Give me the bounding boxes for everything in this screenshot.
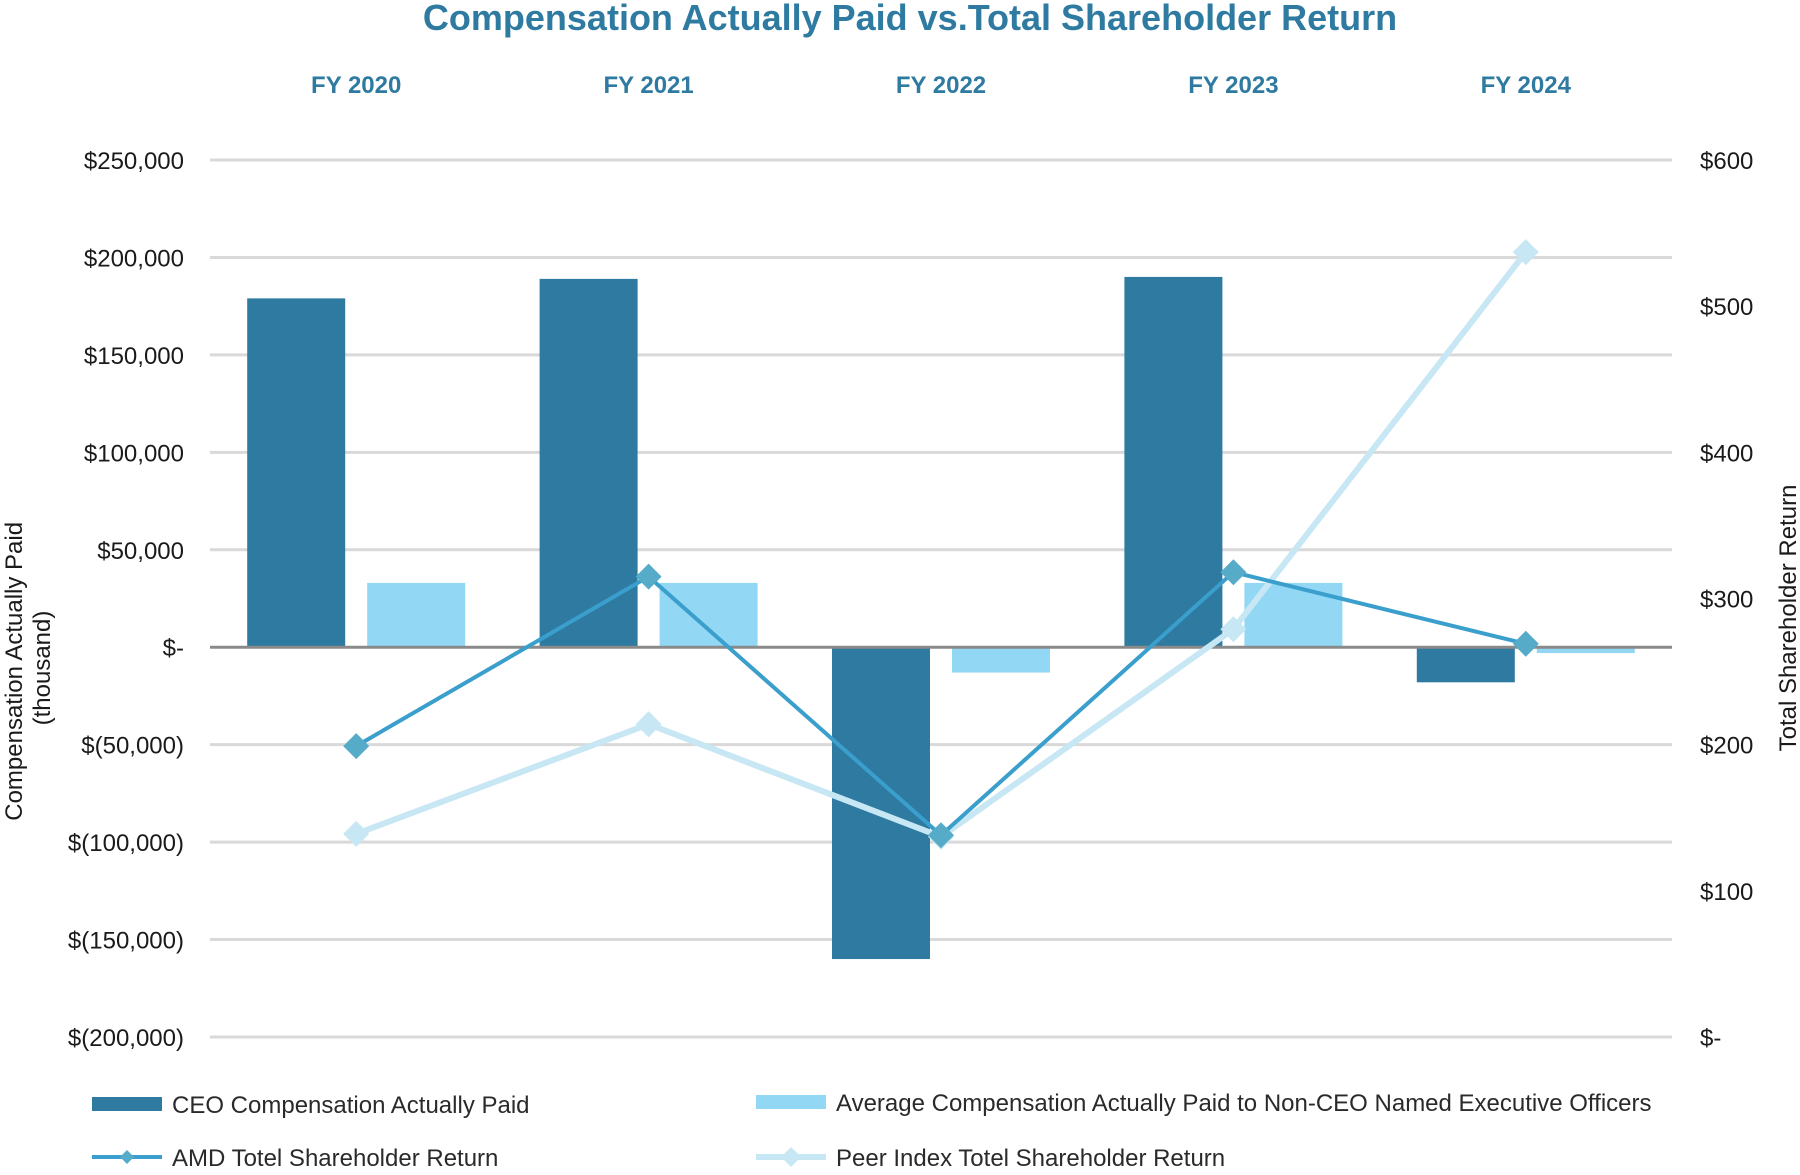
left-axis-label-line-2: (thousand) [29, 611, 56, 726]
grid [210, 158, 1672, 1039]
left-axis-label-line-1: Compensation Actually Paid [1, 522, 28, 821]
peer-tsr-point [1512, 239, 1539, 266]
legend-label: Average Compensation Actually Paid to No… [836, 1090, 1652, 1117]
peer-tsr-point [1220, 616, 1247, 643]
peer-tsr-point [343, 820, 370, 847]
left-tick-label: $(150,000) [68, 928, 184, 955]
category-labels: FY 2020 FY 2021 FY 2022 FY 2023 FY 2024 [311, 72, 1572, 99]
right-tick-label: $100 [1700, 879, 1753, 906]
left-tick-label: $(100,000) [68, 830, 184, 857]
bar-non-ceo [659, 582, 758, 648]
category-label: FY 2023 [1188, 72, 1278, 99]
amd-tsr-point [1220, 559, 1247, 586]
legend-amd-tsr: AMD Totel Shareholder Return [92, 1145, 498, 1172]
right-axis: $600 $500 $400 $300 $200 $100 $- [1700, 148, 1753, 1052]
left-tick-label: $(200,000) [68, 1025, 184, 1052]
legend-swatch [756, 1095, 826, 1109]
bar-non-ceo [1536, 647, 1635, 654]
amd-tsr-point [635, 563, 662, 590]
amd-tsr-line [355, 570, 1527, 838]
bar-non-ceo [367, 582, 466, 648]
bar-ceo [1124, 276, 1223, 648]
right-tick-label: $500 [1700, 294, 1753, 321]
legend-swatch-marker [120, 1150, 134, 1164]
peer-tsr-line [355, 250, 1529, 840]
left-tick-label: $100,000 [84, 440, 184, 467]
legend-label: Peer Index Totel Shareholder Return [836, 1145, 1225, 1172]
category-label: FY 2024 [1481, 72, 1572, 99]
legend-peer-tsr: Peer Index Totel Shareholder Return [756, 1145, 1225, 1172]
left-axis: $250,000 $200,000 $150,000 $100,000 $50,000 $… [68, 148, 184, 1052]
legend-swatch [92, 1097, 162, 1111]
legend-non-ceo: Average Compensation Actually Paid to No… [756, 1090, 1652, 1117]
left-tick-label: $250,000 [84, 148, 184, 175]
left-tick-label: $200,000 [84, 245, 184, 272]
right-tick-label: $600 [1700, 148, 1753, 175]
right-tick-label: $- [1700, 1025, 1721, 1052]
bar-ceo [539, 278, 638, 648]
bar-ceo [247, 298, 346, 648]
legend-label: CEO Compensation Actually Paid [172, 1092, 530, 1119]
right-tick-label: $400 [1700, 440, 1753, 467]
left-tick-label: $- [163, 635, 184, 662]
bar-ceo [1416, 647, 1515, 683]
amd-tsr-point [343, 733, 370, 760]
category-label: FY 2021 [603, 72, 693, 99]
tsr-lines [343, 239, 1539, 850]
left-tick-label: $150,000 [84, 343, 184, 370]
legend-label: AMD Totel Shareholder Return [172, 1145, 498, 1172]
legend: CEO Compensation Actually Paid Average Co… [92, 1090, 1652, 1172]
left-tick-label: $(50,000) [81, 733, 184, 760]
category-label: FY 2020 [311, 72, 401, 99]
chart-title: Compensation Actually Paid vs.Total Shar… [423, 0, 1397, 38]
legend-swatch-marker [781, 1147, 801, 1167]
right-tick-label: $300 [1700, 587, 1753, 614]
bar-non-ceo [952, 647, 1050, 673]
left-tick-label: $50,000 [97, 538, 184, 565]
amd-tsr-point [928, 822, 954, 849]
legend-ceo: CEO Compensation Actually Paid [92, 1092, 530, 1119]
bars [247, 276, 1635, 960]
left-axis-label: Compensation Actually Paid (thousand) [1, 515, 56, 821]
peer-tsr-point [635, 711, 662, 738]
amd-tsr-point [1512, 630, 1539, 657]
right-axis-label: Total Shareholder Return [1775, 485, 1800, 752]
category-label: FY 2022 [896, 72, 986, 99]
right-tick-label: $200 [1700, 733, 1753, 760]
